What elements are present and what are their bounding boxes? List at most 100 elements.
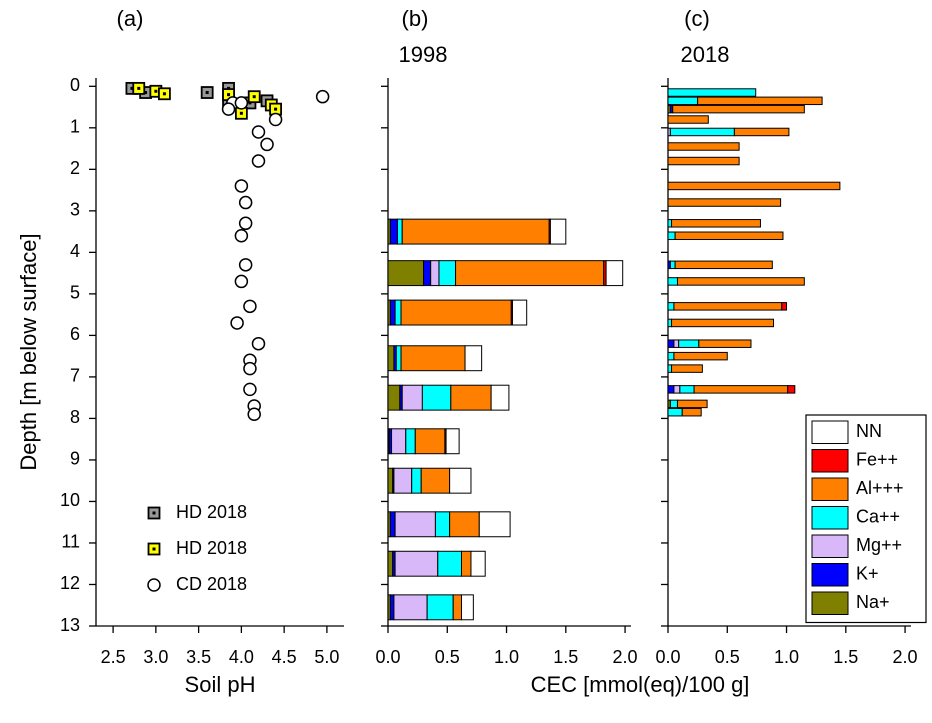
bar-segment (667, 385, 675, 394)
marker-circle (260, 137, 274, 152)
bar-segment (667, 364, 673, 373)
legend-label: CD 2018 (176, 574, 247, 594)
bar-segment (671, 219, 761, 228)
bar-segment (394, 550, 439, 577)
y-tick-label: 8 (70, 407, 80, 427)
x-tick-label: 0.5 (715, 647, 740, 667)
legend-label: Fe++ (856, 450, 898, 470)
bar-segment (671, 364, 703, 373)
x-axis-label: Soil pH (185, 672, 256, 697)
bar-segment (396, 218, 403, 245)
marker-circle (238, 258, 253, 272)
marker-circle (147, 578, 161, 592)
bar-segment (681, 407, 702, 417)
marker-circle (221, 102, 236, 116)
legend-label: NN (856, 421, 882, 441)
marker-dot (154, 89, 158, 93)
marker-circle (251, 125, 266, 139)
y-tick-label: 6 (70, 324, 80, 344)
y-tick-label: 2 (70, 158, 80, 178)
marker-circle (251, 154, 266, 168)
y-tick-label: 3 (70, 200, 80, 220)
marker-circle (238, 216, 253, 231)
bar-segment (478, 511, 511, 538)
y-tick-label: 10 (60, 490, 80, 510)
x-tick-label: 1.0 (774, 647, 799, 667)
legend-label: HD 2018 (176, 538, 247, 558)
bar-segment (667, 115, 709, 124)
bar-segment (426, 594, 454, 621)
x-tick-label: 3.0 (143, 647, 168, 667)
marker-circle (234, 96, 249, 110)
bar-segment (781, 302, 788, 311)
bar-segment (676, 399, 708, 409)
bar-segment (411, 467, 422, 494)
bar-segment (389, 511, 396, 538)
y-tick-label: 11 (61, 532, 80, 552)
bar-segment (667, 277, 678, 286)
bar-segment (667, 142, 740, 151)
y-tick-label: 4 (70, 241, 80, 261)
bar-segment (676, 277, 805, 286)
bar-segment (434, 511, 451, 538)
legend-label: K+ (856, 564, 879, 584)
bar-segment (452, 594, 462, 621)
legend-label: HD 2018 (176, 502, 247, 522)
bar-segment (401, 384, 423, 411)
panel-subtitle: 2018 (681, 42, 730, 67)
marker-circle (247, 407, 261, 422)
bar-segment (389, 299, 396, 326)
bar-segment (667, 156, 740, 166)
bar-segment (394, 299, 402, 326)
bar-segment (667, 339, 675, 348)
legend-label: Na+ (856, 592, 890, 612)
y-tick-label: 12 (60, 573, 80, 593)
marker-dot (144, 91, 148, 95)
marker-circle (234, 229, 249, 243)
y-tick-label: 0 (70, 75, 80, 95)
bar-segment (391, 428, 407, 455)
y-tick-label: 13 (60, 615, 80, 635)
y-tick-label: 7 (70, 366, 80, 386)
bar-segment (669, 127, 735, 137)
bar-segment (400, 345, 466, 372)
x-tick-label: 0.5 (435, 647, 460, 667)
bar-segment (679, 385, 695, 394)
legend-label: Mg++ (856, 535, 902, 555)
marker-dot (130, 86, 134, 90)
legend-swatch (811, 477, 849, 501)
bar-segment (393, 594, 428, 621)
x-tick-label: 1.0 (494, 647, 519, 667)
y-tick-label: 5 (70, 283, 80, 303)
bar-segment (387, 467, 394, 494)
legend-swatch (811, 591, 849, 615)
x-tick-label: 1.5 (833, 647, 858, 667)
bar-segment (674, 231, 784, 240)
y-tick-label: 1 (70, 117, 80, 137)
bar-segment (414, 428, 446, 455)
legend-swatch (811, 449, 849, 473)
bar-segment (671, 318, 774, 328)
bar-segment (401, 218, 550, 245)
x-tick-label: 2.0 (893, 647, 918, 667)
bar-segment (470, 550, 486, 577)
bar-segment (698, 339, 752, 348)
bar-segment (667, 198, 782, 207)
bar-segment (667, 219, 673, 228)
bar-segment (464, 345, 483, 372)
legend-swatch (811, 534, 849, 558)
bar-segment (387, 260, 425, 287)
marker-dot (239, 111, 243, 115)
marker-circle (234, 179, 249, 193)
bar-segment (394, 511, 436, 538)
bar-segment (490, 384, 510, 411)
y-tick-label: 9 (70, 449, 80, 469)
bar-segment (697, 96, 823, 106)
bar-segment (667, 407, 683, 417)
bar-segment (673, 302, 783, 311)
bar-segment (549, 218, 567, 245)
bar-segment (387, 384, 401, 411)
marker-dot (162, 92, 166, 96)
marker-circle (243, 299, 257, 314)
panel-title: (c) (684, 6, 710, 31)
